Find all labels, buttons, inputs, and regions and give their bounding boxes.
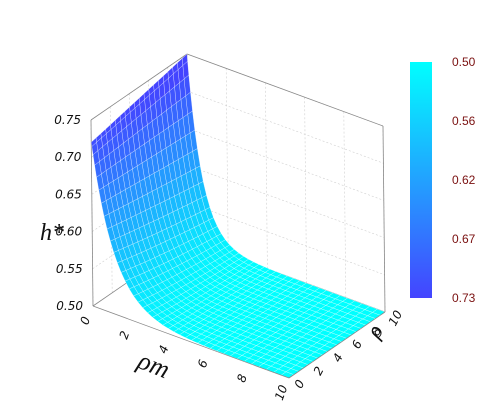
x-tick-label: 8 [234,372,250,384]
x-tick-label: 4 [156,343,172,355]
z-tick-label: 0.50 [56,299,83,313]
colorbar [410,62,432,298]
z-axis-ticks: 0.50 0.55 0.60 0.65 0.70 0.75 [54,113,83,313]
z-tick-label: 0.60 [55,225,82,239]
colorbar-tick-label: 0.62 [452,173,476,187]
z-tick-label: 0.75 [54,113,81,127]
grid-line [343,111,347,298]
y-tick-label: 4 [330,351,346,364]
x-tick-label: 0 [77,314,93,326]
grid-line [187,90,384,164]
y-tick-label: 2 [311,364,327,377]
z-tick-label: 0.70 [55,150,82,164]
surface [90,53,386,379]
grid-line [304,97,307,284]
y-tick-label: 10 [386,308,406,328]
y-tick-label: 6 [349,338,365,352]
x-tick-label: 10 [272,383,291,402]
colorbar-tick-label: 0.67 [452,232,476,246]
grid-line [225,68,229,255]
colorbar-tick-label: 0.56 [452,114,476,128]
colorbar-ticks: 0.50 0.56 0.62 0.67 0.73 [452,55,476,305]
grid-line [188,202,385,276]
box-edge [288,311,386,379]
grid-line [188,165,385,238]
z-tick-label: 0.55 [56,262,83,276]
z-axis-label: h* [40,220,64,246]
x-tick-label: 2 [117,329,133,341]
z-tick-label: 0.65 [55,187,82,201]
grid-line [187,128,384,201]
y-axis-label: ρ [361,320,388,343]
box-edge [90,53,188,121]
box-edge [382,125,386,313]
box-edge [186,53,384,127]
surface-patch [90,137,97,147]
y-tick-label: 0 [291,377,307,391]
plot-box-front [92,305,386,379]
colorbar-tick-label: 0.73 [452,291,476,305]
colorbar-tick-label: 0.50 [452,55,476,69]
grid-line [265,82,268,269]
x-tick-label: 6 [195,358,211,370]
box-edge [92,305,290,379]
box-edge [90,119,94,307]
